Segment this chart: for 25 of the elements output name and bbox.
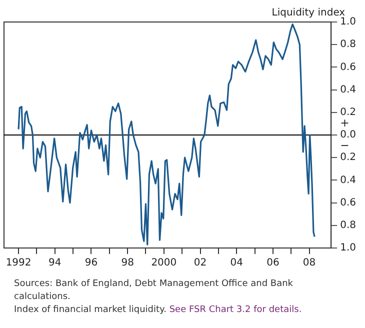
y-tick-label: 0.2	[340, 106, 356, 118]
y-tick-label: 0.8	[340, 39, 356, 50]
text: See FSR Chart 3.2 for details.	[169, 305, 302, 315]
x-tick-label: 08	[302, 258, 316, 269]
x-tick-label: 96	[84, 258, 98, 269]
y-tick-label: 1.0	[340, 242, 356, 254]
x-tick-label: 98	[121, 258, 134, 269]
x-tick-label: 04	[230, 258, 243, 269]
text: −	[340, 139, 350, 152]
y-tick-label: 0.8	[340, 220, 356, 231]
x-tick-label: 06	[266, 258, 280, 269]
text: +	[340, 116, 350, 130]
y-tick-label: 0.0	[340, 130, 356, 141]
y-tick-label: 0.4	[340, 174, 356, 186]
x-tick-label: 02	[194, 258, 207, 269]
text: Index of financial market liquidity.	[14, 305, 166, 315]
x-tick-label: 2000	[151, 258, 177, 269]
y-tick-label: 0.6	[340, 62, 356, 73]
y-tick-label: 1.0	[340, 16, 356, 28]
source-note: Sources: Bank of England, Debt Management Office and Bank calculations.	[14, 278, 294, 304]
x-tick-label: 94	[48, 258, 62, 269]
y-tick-label: 0.6	[340, 197, 356, 208]
x-tick-label: 1992	[6, 258, 32, 269]
y-tick-label: 0.4	[340, 84, 356, 96]
y-tick-label: 0.2	[340, 152, 356, 164]
